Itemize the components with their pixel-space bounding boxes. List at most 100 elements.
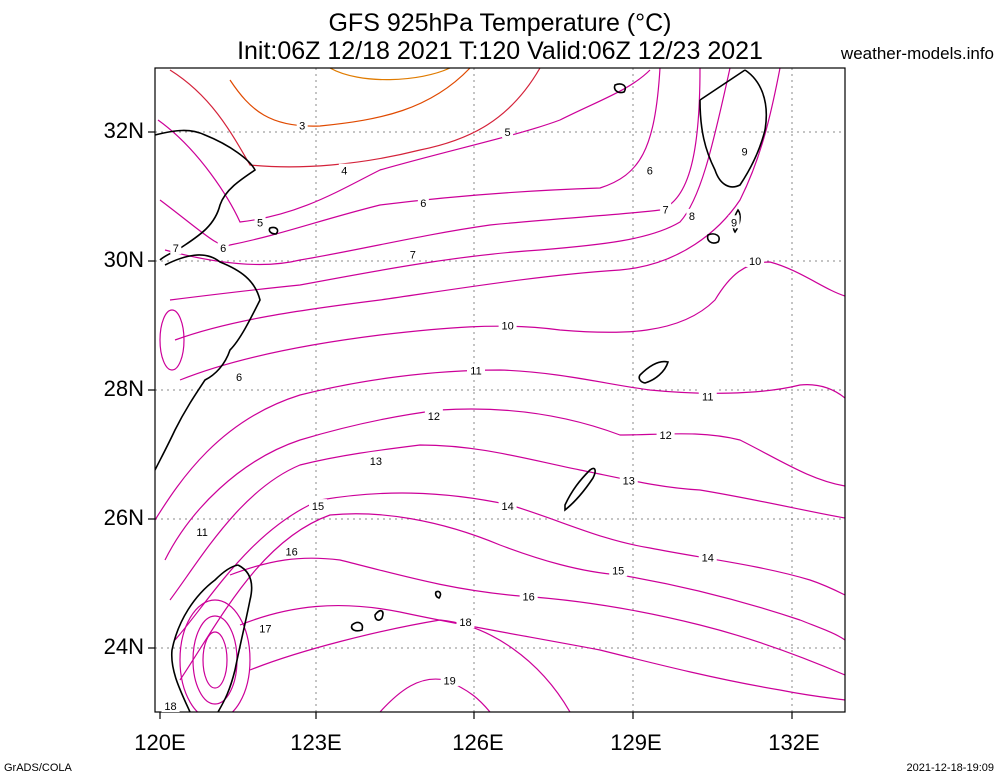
contour-label-bg	[698, 550, 717, 564]
contour-label: 10	[749, 256, 761, 268]
contour-label-bg	[456, 615, 475, 629]
contour-label-bg	[519, 589, 538, 603]
coast-taiwan	[170, 564, 253, 712]
contour-label: 15	[612, 566, 624, 578]
isotherm-18	[249, 619, 571, 712]
contour-label-bg	[296, 118, 308, 132]
contour-label: 15	[312, 501, 324, 513]
contour-label: 17	[259, 624, 271, 636]
coastlines	[155, 69, 768, 712]
coast-kyushu	[699, 69, 768, 188]
lat-label-28n: 28N	[103, 376, 144, 401]
island-miyako	[350, 621, 364, 632]
contour-label: 14	[501, 501, 513, 513]
contour-label-bg	[656, 428, 675, 442]
isotherm-14	[174, 492, 845, 641]
contour-label-bg	[502, 125, 514, 138]
contour-label-bg	[254, 215, 266, 229]
island-okinawa	[564, 467, 596, 512]
contour-label-bg	[609, 563, 628, 577]
contour-label: 18	[164, 701, 176, 713]
contour-label: 8	[689, 211, 695, 223]
lon-label-132e: 132E	[768, 730, 820, 755]
contour-label: 6	[647, 166, 653, 178]
contour-label: 3	[299, 121, 305, 133]
contour-label: 11	[196, 527, 207, 539]
contour-label: 7	[173, 243, 179, 255]
contour-labels: 3 4 5 5 6 6 6 6 7 7 7 8 9 9 10 10 11 11 11 12 12 13 13 14 14 15 15…	[161, 118, 765, 713]
contour-label-bg	[338, 163, 350, 177]
contour-label-bg	[424, 408, 443, 422]
isotherm-17	[239, 604, 845, 701]
contour-label: 10	[501, 321, 513, 333]
contour-label: 12	[659, 430, 671, 442]
contour-label: 13	[623, 475, 635, 487]
isotherm-3	[229, 68, 471, 127]
site-credit: weather-models.info	[840, 44, 994, 63]
lat-label-30n: 30N	[103, 247, 144, 272]
isotherm-taiwan-core-3	[202, 631, 228, 689]
contour-label: 5	[505, 127, 511, 139]
contour-label-bg	[440, 673, 459, 687]
isotherm-orange	[329, 68, 451, 81]
contour-label: 11	[702, 391, 713, 403]
lon-label-120e: 120E	[134, 730, 186, 755]
contour-label-bg	[498, 499, 517, 513]
axis-ticks	[148, 131, 793, 719]
contour-label-bg	[660, 202, 672, 216]
contour-label-bg	[170, 241, 182, 255]
contour-label-bg	[417, 195, 429, 209]
lat-label-24n: 24N	[103, 634, 144, 659]
footer-credit: GrADS/COLA	[4, 762, 72, 774]
island-cheju-south	[613, 83, 627, 94]
contour-label-bg	[698, 389, 717, 403]
isotherm-12	[164, 408, 845, 561]
isotherm-8	[169, 68, 731, 301]
isotherm-4	[169, 68, 541, 168]
isotherm-9	[174, 68, 781, 341]
graticule	[155, 68, 845, 712]
lon-label-123e: 123E	[290, 730, 342, 755]
island-zhoushan	[268, 226, 279, 235]
isotherm-taiwan-core-1	[179, 599, 251, 712]
contour-label: 6	[236, 372, 242, 384]
contour-label-bg	[407, 247, 419, 261]
isotherm-5	[157, 69, 651, 223]
isotherm-6	[159, 68, 661, 247]
isotherm-16	[229, 557, 845, 676]
isotherm-19	[379, 678, 491, 712]
contour-label: 13	[370, 456, 382, 468]
isotherm-13	[169, 444, 845, 601]
isotherm-7	[164, 68, 701, 266]
contour-label: 18	[459, 617, 471, 629]
contour-label: 16	[523, 591, 535, 603]
island-amami	[638, 360, 670, 384]
contour-label: 7	[663, 204, 669, 216]
island-senkaku	[434, 590, 442, 599]
footer-timestamp: 2021-12-18-19:09	[906, 762, 994, 774]
contour-label-bg	[161, 699, 180, 713]
isotherm-15	[179, 513, 845, 681]
contour-label-bg	[233, 370, 245, 384]
contour-label: 6	[420, 198, 426, 210]
contour-label: 19	[444, 675, 456, 687]
contour-label: 6	[220, 243, 226, 255]
lat-label-26n: 26N	[103, 505, 144, 530]
contour-label-bg	[366, 453, 385, 467]
contour-label-bg	[686, 208, 698, 222]
isotherm-10	[179, 261, 845, 381]
contour-label-bg	[467, 363, 485, 377]
isotherm-inland-loop	[159, 309, 185, 371]
isotherm-taiwan-core-2	[192, 615, 238, 705]
contour-label: 9	[742, 146, 748, 158]
contour-label: 14	[702, 553, 714, 565]
contour-label-bg	[217, 241, 229, 255]
contour-label: 5	[257, 217, 263, 229]
coast-mainland-china	[155, 129, 261, 471]
contour-label-bg	[619, 473, 638, 487]
contour-label-bg	[644, 163, 656, 177]
contour-label: 9	[731, 217, 737, 229]
contour-label: 12	[428, 411, 440, 423]
contour-label-bg	[256, 621, 275, 635]
